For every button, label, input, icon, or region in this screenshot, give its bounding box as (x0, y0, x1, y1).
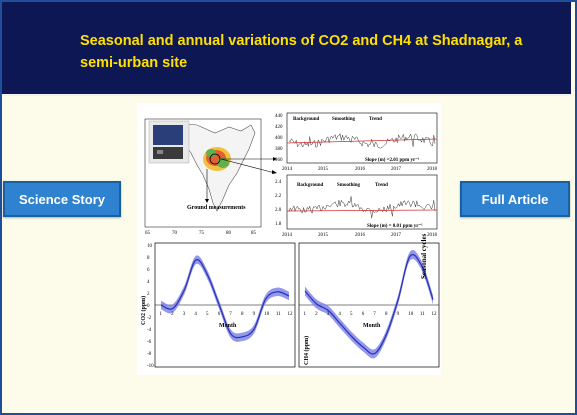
site-marker-icon (209, 153, 221, 165)
co2-seasonal-xtick: 9 (253, 312, 256, 317)
ch4-timeseries-panel: Background Smoothing Trend Slope (m) = 0… (275, 174, 438, 238)
ch4-xtick-3: 2017 (391, 233, 402, 238)
co2-seasonal-xtick: 3 (183, 312, 186, 317)
ch4-xtick-4: 2018 (427, 233, 438, 238)
co2-seasonal-ytick: 6 (147, 268, 150, 273)
map-tick-4: 85 (251, 231, 257, 236)
ch4-trend-line (286, 209, 438, 212)
co2-seasonal-ytick: 2 (147, 292, 150, 297)
co2-seasonal-band (161, 255, 289, 342)
seasonal-co2-panel: Month CO2 (ppm) 1 2 3 4 5 6 7 8 9 10 11 12 1086420-… (140, 242, 296, 369)
co2-xtick-0: 2014 (282, 167, 293, 172)
co2-seasonal-ytick: -4 (147, 328, 152, 333)
ch4-ytick-3: 1.8 (275, 222, 282, 227)
ch4-seasonal-ylabel: CH4 (ppm) (303, 336, 310, 365)
ch4-ytick-2: 2.0 (275, 208, 282, 213)
ch4-legend-0: Background (297, 183, 324, 188)
co2-seasonal-xtick: 11 (276, 312, 281, 317)
ch4-seasonal-xtick: 10 (408, 312, 414, 317)
co2-ytick-1: 420 (275, 125, 283, 130)
co2-seasonal-ytick: 0 (147, 304, 150, 309)
ch4-seasonal-xtick: 2 (315, 312, 318, 317)
co2-seasonal-xtick: 4 (194, 312, 197, 317)
co2-legend-1: Smoothing (332, 117, 356, 122)
ch4-ytick-1: 2.2 (275, 194, 282, 199)
full-article-button[interactable]: Full Article (460, 181, 570, 217)
co2-xtick-3: 2017 (391, 167, 402, 172)
map-tick-1: 70 (172, 231, 178, 236)
co2-seasonal-ytick: 8 (147, 256, 150, 261)
co2-trend-line (286, 138, 438, 144)
ch4-seasonal-xtick: 4 (338, 312, 341, 317)
ch4-legend-2: Trend (375, 183, 388, 188)
ch4-ytick-0: 2.4 (275, 180, 282, 185)
co2-ytick-0: 440 (275, 114, 283, 119)
header-banner: Seasonal and annual variations of CO2 an… (2, 2, 571, 96)
ch4-xtick-1: 2015 (318, 233, 329, 238)
co2-ytick-3: 380 (275, 147, 283, 152)
co2-seasonal-ytick: -10 (147, 364, 154, 369)
seasonal-ch4-panel: Month CH4 (ppm) 1 2 3 4 5 6 7 8 9 10 11 12 (298, 242, 440, 368)
ch4-seasonal-xtick: 3 (327, 312, 330, 317)
co2-seasonal-xtick: 5 (206, 312, 209, 317)
science-story-button[interactable]: Science Story (3, 181, 121, 217)
co2-seasonal-ytick: -8 (147, 352, 152, 357)
ch4-seasonal-xtick: 11 (420, 312, 425, 317)
co2-timeseries-panel: Background Smoothing Trend Slope (m) =2.… (275, 112, 438, 172)
seasonal-cycles-label: Seasonal cycles (420, 233, 428, 279)
co2-slope: Slope (m) =2.01 ppm yr⁻¹ (365, 157, 420, 163)
ch4-xtick-0: 2014 (282, 233, 293, 238)
co2-legend-0: Background (293, 117, 320, 122)
ch4-seasonal-band (305, 250, 433, 359)
ch4-slope: Slope (m) = 0.01 ppm yr⁻¹ (367, 223, 423, 229)
co2-seasonal-xtick: 7 (229, 312, 232, 317)
co2-ytick-2: 400 (275, 136, 283, 141)
ch4-seasonal-xtick: 9 (397, 312, 400, 317)
co2-seasonal-ytick: 10 (147, 244, 153, 249)
map-panel: Ground measurements 65 70 75 80 85 (144, 118, 277, 236)
ch4-seasonal-xtick: 7 (373, 312, 376, 317)
map-tick-3: 80 (226, 231, 232, 236)
co2-seasonal-xtick: 2 (171, 312, 174, 317)
ch4-seasonal-xticks: 1 2 3 4 5 6 7 8 9 10 11 12 (304, 312, 438, 317)
ch4-seasonal-xtick: 12 (432, 312, 438, 317)
co2-xtick-2: 2016 (355, 167, 366, 172)
ch4-legend-1: Smoothing (337, 183, 361, 188)
ground-measurements-label: Ground measurements (187, 205, 246, 211)
co2-seasonal-xtick: 8 (241, 312, 244, 317)
co2-background-line (288, 132, 436, 149)
ch4-seasonal-xtick: 6 (362, 312, 365, 317)
ch4-seasonal-xlabel: Month (363, 323, 381, 329)
co2-xtick-4: 2018 (427, 167, 438, 172)
co2-seasonal-xtick: 10 (264, 312, 270, 317)
ch4-seasonal-xtick: 5 (350, 312, 353, 317)
co2-seasonal-xticks: 1 2 3 4 5 6 7 8 9 10 11 12 (160, 312, 294, 317)
co2-seasonal-ytick: -2 (147, 316, 152, 321)
co2-ytick-4: 360 (275, 158, 283, 163)
ch4-seasonal-xtick: 8 (385, 312, 388, 317)
co2-seasonal-ytick: -6 (147, 340, 152, 345)
co2-seasonal-xtick: 12 (288, 312, 294, 317)
co2-seasonal-line (160, 259, 290, 339)
co2-seasonal-xtick: 1 (160, 312, 163, 317)
map-tick-2: 75 (199, 231, 205, 236)
map-tick-0: 65 (145, 231, 151, 236)
co2-xtick-1: 2015 (318, 167, 329, 172)
ch4-background-line (288, 196, 436, 219)
co2-legend-2: Trend (369, 117, 382, 122)
figure-graphic: Ground measurements 65 70 75 80 85 Backg… (140, 112, 440, 369)
page-title: Seasonal and annual variations of CO2 an… (80, 33, 523, 71)
co2-seasonal-ylabel: CO2 (ppm) (140, 296, 147, 325)
co2-seasonal-ytick: 4 (147, 280, 150, 285)
co2-seasonal-yticks: 10 8 6 4 2 0 -2 -4 -6 -8 -10 (147, 244, 154, 369)
ch4-xtick-2: 2016 (355, 233, 366, 238)
figure: Ground measurements 65 70 75 80 85 Backg… (137, 103, 441, 375)
co2-seasonal-xtick: 6 (218, 312, 221, 317)
ch4-seasonal-xtick: 1 (304, 312, 307, 317)
ch4-seasonal-line (304, 253, 434, 355)
co2-seasonal-xlabel: Month (219, 323, 237, 329)
